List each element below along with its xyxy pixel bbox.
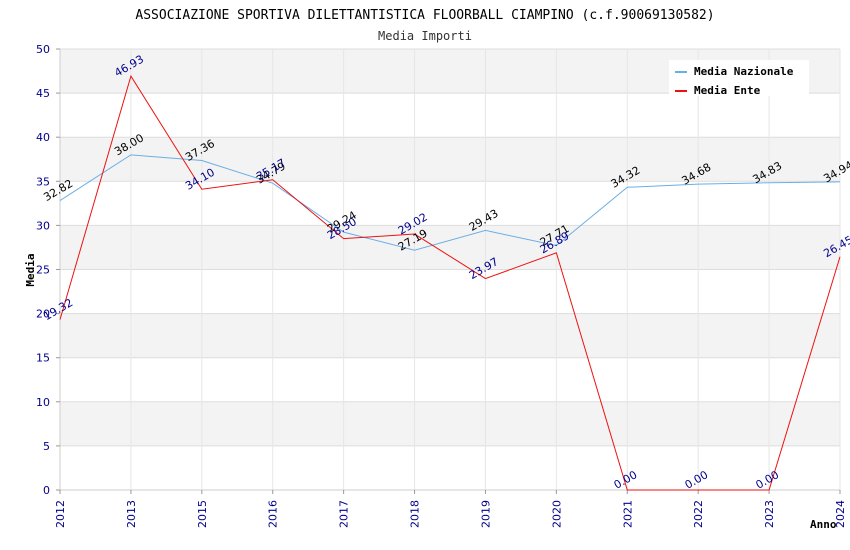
plot-band [60,137,840,182]
x-tick-label: 2022 [692,500,705,528]
x-tick-label: 2016 [267,500,280,528]
legend-box [669,60,809,96]
x-tick-label: 2020 [550,500,563,528]
chart-subtitle: Media Importi [378,29,472,43]
legend-label-ente: Media Ente [694,84,761,97]
y-tick-label: 40 [36,131,50,144]
x-tick-label: 2023 [763,500,776,528]
y-tick-label: 35 [36,175,50,188]
plot-band [60,225,840,270]
series-lines [59,74,841,491]
y-tick-label: 0 [43,484,50,497]
x-tick-label: 2021 [621,500,634,528]
x-tick-label: 2024 [834,500,847,528]
y-tick-label: 5 [43,440,50,453]
y-tick-label: 50 [36,43,50,56]
y-axis: 0 5 10 15 20 25 30 35 40 45 50 [36,43,60,497]
chart-title: ASSOCIAZIONE SPORTIVA DILETTANTISTICA FL… [135,8,714,23]
y-tick-label: 10 [36,396,50,409]
x-axis: 2012 2013 2015 2016 2017 2018 2019 2020 2021 2022… [54,490,847,528]
x-tick-label: 2017 [338,500,351,528]
x-tick-label: 2012 [54,500,67,528]
x-axis-label: Anno [810,518,837,531]
legend-label-nazionale: Media Nazionale [694,65,794,78]
plot-band [60,181,840,226]
y-tick-label: 25 [36,264,50,277]
x-tick-label: 2018 [409,500,422,528]
plot-background [60,49,840,490]
plot-band [60,357,840,402]
y-tick-label: 30 [36,219,50,232]
plot-band [60,445,840,490]
y-tick-label: 45 [36,87,50,100]
x-tick-label: 2015 [196,500,209,528]
series-line-nazionale [59,154,841,251]
y-tick-label: 20 [36,308,50,321]
series-line-ente [59,74,841,491]
grid [59,48,841,491]
plot-band [60,313,840,358]
y-tick-label: 15 [36,352,50,365]
y-axis-label: Media [24,253,37,286]
x-tick-label: 2019 [479,500,492,528]
plot-band [60,401,840,446]
legend: Media Nazionale Media Ente [669,60,809,97]
plot-band [60,93,840,138]
plot-band [60,269,840,314]
x-tick-label: 2013 [125,500,138,528]
